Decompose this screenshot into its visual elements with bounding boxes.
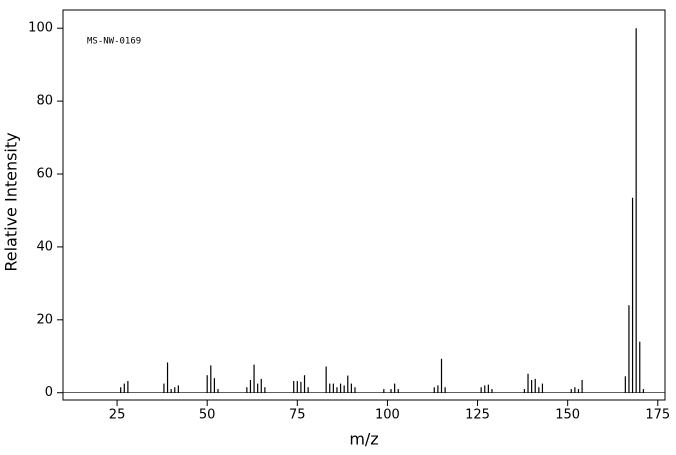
x-tick-label: 25 — [109, 408, 126, 423]
y-axis-title: Relative Intensity — [2, 132, 21, 271]
y-tick-label: 80 — [36, 94, 53, 109]
x-tick-label: 50 — [199, 408, 216, 423]
y-tick-label: 40 — [36, 239, 53, 254]
y-tick-label: 60 — [36, 167, 53, 182]
x-axis-title: m/z — [349, 430, 378, 449]
x-tick-label: 100 — [375, 408, 400, 423]
x-tick-label: 75 — [289, 408, 306, 423]
y-tick-label: 20 — [36, 312, 53, 327]
x-tick-label: 150 — [555, 408, 580, 423]
y-tick-label: 0 — [45, 385, 53, 400]
y-tick-label: 100 — [28, 21, 53, 36]
plot-frame — [62, 9, 666, 401]
x-tick-label: 175 — [645, 408, 670, 423]
x-tick-label: 125 — [465, 408, 490, 423]
annotation: MS-NW-0169 — [87, 37, 141, 47]
